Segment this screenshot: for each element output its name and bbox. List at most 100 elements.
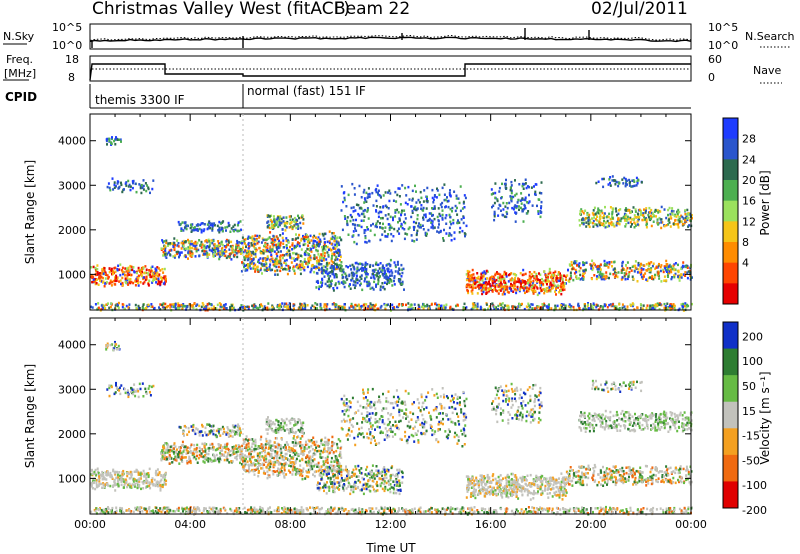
echo-cell	[237, 444, 240, 447]
echo-cell	[95, 282, 98, 285]
echo-cell	[684, 265, 687, 268]
echo-cell	[173, 256, 176, 259]
echo-cell	[418, 222, 420, 225]
echo-cell	[321, 246, 323, 249]
echo-cell	[328, 261, 331, 265]
echo-cell	[223, 248, 226, 252]
echo-cell	[674, 219, 676, 222]
echo-cell	[281, 236, 284, 240]
echo-cell	[189, 226, 192, 230]
echo-cell	[649, 276, 652, 279]
nsearch-tick-1e0: 10^0	[708, 39, 738, 52]
echo-cell	[303, 253, 306, 256]
echo-cell	[127, 179, 130, 183]
echo-cell	[677, 218, 680, 222]
echo-cell	[146, 479, 149, 483]
echo-cell	[400, 263, 403, 267]
echo-cell	[262, 248, 265, 252]
echo-cell	[488, 280, 490, 284]
echo-cell	[670, 265, 672, 268]
echo-cell	[132, 266, 135, 269]
echo-cell	[317, 259, 320, 263]
echo-cell	[121, 276, 124, 280]
echo-cell	[394, 211, 397, 214]
echo-cell	[395, 200, 398, 203]
echo-cell	[310, 267, 313, 271]
echo-cell	[367, 305, 370, 308]
echo-cell	[669, 225, 672, 228]
power-ylabel: Slant Range [km]	[23, 160, 37, 264]
echo-cell	[436, 187, 438, 190]
echo-cell	[364, 209, 367, 212]
echo-cell	[652, 306, 654, 310]
echo-cell	[272, 243, 275, 247]
echo-cell	[529, 277, 532, 280]
echo-cell	[441, 216, 444, 220]
echo-cell	[320, 263, 323, 266]
echo-cell	[161, 303, 163, 307]
echo-cell	[146, 271, 149, 275]
echo-cell	[489, 284, 492, 288]
echo-cell	[246, 268, 249, 272]
echo-cell	[681, 264, 684, 268]
echo-cell	[291, 226, 294, 229]
echo-cell	[686, 276, 689, 280]
echo-cell	[142, 188, 145, 191]
echo-cell	[437, 307, 440, 310]
nave-tick-60: 60	[708, 53, 722, 66]
echo-cell	[663, 208, 666, 211]
echo-cell	[537, 212, 540, 215]
echo-cell	[236, 241, 239, 245]
echo-cell	[211, 224, 214, 227]
echo-cell	[209, 457, 212, 461]
echo-cell	[397, 270, 400, 273]
echo-cell	[348, 284, 351, 288]
echo-cell	[498, 203, 501, 207]
echo-cell	[161, 485, 164, 489]
echo-cell	[226, 453, 229, 457]
echo-cell	[579, 212, 581, 216]
echo-cell	[538, 191, 541, 195]
echo-cell	[400, 222, 403, 226]
echo-cell	[315, 286, 318, 289]
echo-cell	[677, 222, 680, 226]
echo-cell	[161, 278, 163, 281]
echo-cell	[607, 183, 610, 186]
echo-cell	[631, 302, 634, 305]
echo-cell	[678, 217, 681, 220]
echo-cell	[399, 203, 402, 206]
echo-cell	[668, 218, 670, 221]
echo-cell	[302, 304, 305, 307]
echo-cell	[267, 220, 270, 223]
echo-cell	[125, 270, 128, 273]
echo-cell	[266, 244, 269, 247]
echo-cell	[189, 242, 192, 246]
echo-cell	[126, 474, 129, 478]
echo-cell	[353, 286, 356, 290]
echo-cell	[203, 228, 206, 231]
echo-cell	[216, 224, 219, 228]
echo-cell	[416, 232, 418, 235]
echo-cell	[276, 303, 279, 307]
echo-cell	[412, 307, 415, 310]
echo-cell	[296, 242, 299, 246]
echo-cell	[321, 281, 324, 285]
echo-cell	[163, 451, 165, 455]
echo-cell	[145, 275, 148, 279]
echo-cell	[543, 291, 546, 295]
echo-cell	[349, 213, 352, 217]
echo-cell	[372, 264, 375, 267]
echo-cell	[96, 264, 99, 267]
echo-cell	[495, 278, 498, 282]
echo-cell	[432, 198, 435, 201]
echo-cell	[190, 240, 193, 243]
echo-cell	[666, 306, 669, 309]
echo-cell	[682, 302, 685, 306]
echo-cell	[470, 308, 473, 311]
echo-cell	[193, 443, 196, 447]
echo-cell	[240, 270, 243, 273]
echo-cell	[386, 282, 388, 286]
echo-cell	[97, 471, 100, 475]
echo-cell	[599, 217, 602, 221]
echo-cell	[595, 223, 598, 226]
